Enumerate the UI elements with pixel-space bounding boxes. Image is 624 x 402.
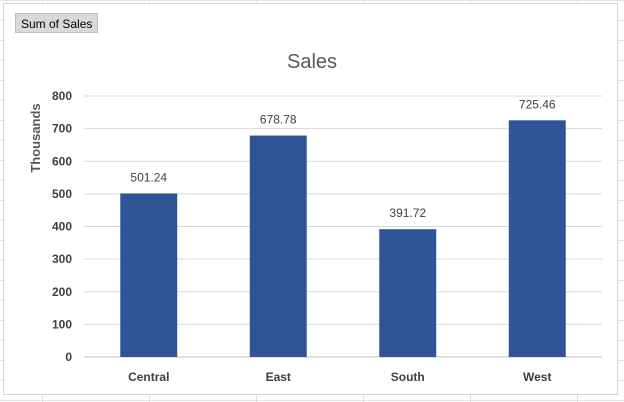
y-tick-label-400: 400 <box>52 220 72 234</box>
y-tick-label-800: 800 <box>52 89 72 103</box>
chart-title[interactable]: Sales <box>287 51 337 73</box>
bars <box>120 120 566 358</box>
data-label-west: 725.46 <box>519 97 556 111</box>
x-axis-ticks: Central East South West <box>128 370 551 384</box>
y-axis-ticks: 0 100 200 300 400 500 600 700 800 <box>52 89 72 364</box>
bar-east[interactable] <box>249 135 307 357</box>
x-tick-label-east: East <box>266 370 291 384</box>
x-tick-label-south: South <box>391 370 425 384</box>
y-tick-label-300: 300 <box>52 252 72 266</box>
y-tick-label-700: 700 <box>52 122 72 136</box>
y-tick-label-0: 0 <box>65 350 72 364</box>
y-axis-title[interactable]: Thousands <box>28 103 43 172</box>
data-label-central: 501.24 <box>130 170 167 184</box>
x-tick-label-central: Central <box>128 370 169 384</box>
data-label-south: 391.72 <box>389 206 426 220</box>
bar-central[interactable] <box>120 193 178 357</box>
data-labels: 501.24 678.78 391.72 725.46 <box>130 97 556 220</box>
y-tick-label-600: 600 <box>52 154 72 168</box>
x-tick-label-west: West <box>523 370 551 384</box>
y-tick-label-100: 100 <box>52 317 72 331</box>
sum-of-sales-field-button[interactable]: Sum of Sales <box>15 13 99 33</box>
bar-west[interactable] <box>508 120 566 358</box>
y-tick-label-200: 200 <box>52 285 72 299</box>
y-tick-label-500: 500 <box>52 187 72 201</box>
bar-south[interactable] <box>379 229 437 357</box>
data-label-east: 678.78 <box>260 113 297 127</box>
